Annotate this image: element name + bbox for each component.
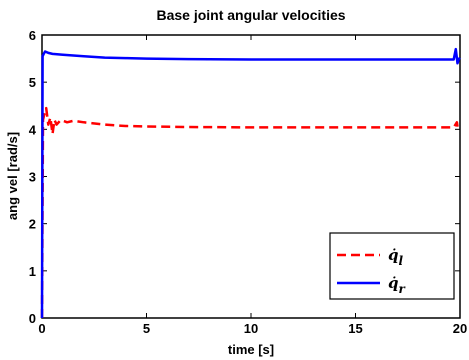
legend: q̇lq̇r [329, 232, 455, 300]
chart-title: Base joint angular velocities [156, 7, 345, 23]
y-axis-label: ang vel [rad/s] [5, 132, 20, 220]
series-layer [40, 47, 461, 319]
x-tick-label: 5 [143, 321, 150, 336]
y-tick-label: 5 [29, 75, 36, 90]
y-tick-label: 4 [29, 122, 37, 137]
series-line-q-l [40, 106, 461, 319]
y-tick-label: 3 [29, 170, 36, 185]
y-tick-label: 0 [29, 311, 36, 326]
x-axis-label: time [s] [228, 342, 274, 357]
legend-box [329, 232, 455, 300]
y-tick-label: 1 [29, 264, 36, 279]
series-line-q-r [40, 47, 461, 319]
x-tick-label: 10 [244, 321, 258, 336]
axis-ticks: 0 5 10 15 20 0 1 2 3 4 5 6 [29, 28, 467, 336]
x-tick-label: 15 [348, 321, 362, 336]
y-tick-label: 6 [29, 28, 36, 43]
x-tick-label: 0 [38, 321, 45, 336]
y-tick-label: 2 [29, 217, 36, 232]
x-tick-label: 20 [453, 321, 467, 336]
